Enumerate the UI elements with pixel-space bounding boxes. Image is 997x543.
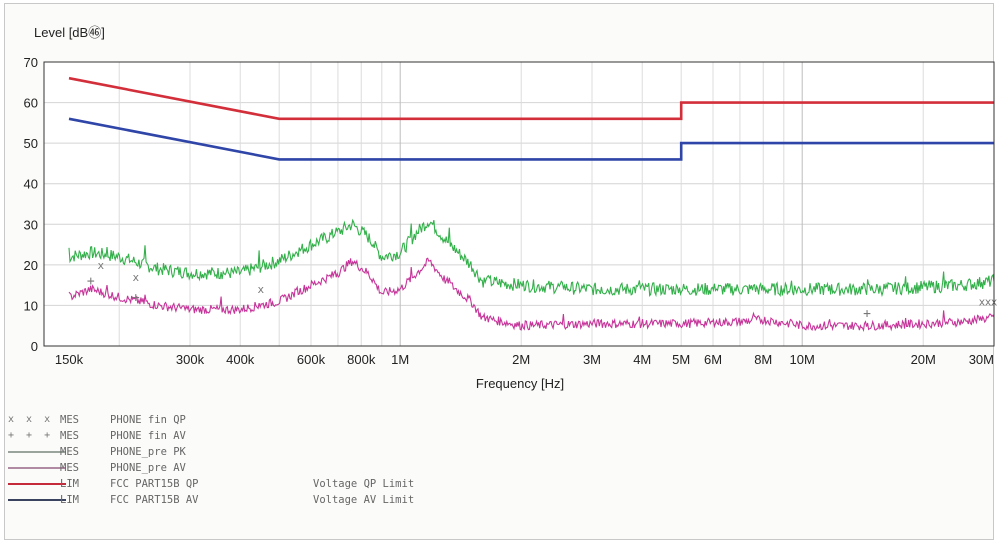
legend-marker: + + +	[8, 430, 54, 441]
legend-description: Voltage QP Limit	[313, 478, 415, 490]
legend-description: Voltage AV Limit	[313, 494, 415, 506]
y-tick-label: 60	[24, 96, 38, 111]
y-tick-label: 20	[24, 258, 38, 273]
legend-entry: x x x MES PHONE fin QP	[8, 412, 968, 428]
legend-name: PHONE_pre PK	[110, 446, 186, 458]
av-marker: +	[863, 307, 871, 322]
series-phone-pre-av	[68, 257, 995, 332]
x-tick-label: 5M	[672, 352, 690, 367]
limit-line-fcc-part15b-av	[68, 117, 994, 161]
y-tick-labels: 0 10 20 30 40 50 60 70	[24, 55, 38, 354]
y-tick-label: 0	[31, 339, 38, 354]
x-tick-label: 1M	[391, 352, 409, 367]
y-tick-label: 30	[24, 217, 38, 232]
qp-marker: x	[133, 271, 140, 284]
x-tick-label: 150k	[55, 352, 84, 367]
legend-swatch	[8, 467, 66, 469]
legend-kind: MES	[60, 462, 79, 474]
legend-swatch	[8, 451, 66, 453]
legend-name: FCC PART15B AV	[110, 494, 199, 506]
x-axis-label: Frequency [Hz]	[476, 376, 564, 391]
legend-entry: + + + MES PHONE fin AV	[8, 428, 968, 444]
y-tick-label: 70	[24, 55, 38, 70]
limit-line-fcc-part15b-qp	[68, 76, 994, 121]
legend-kind: MES	[60, 430, 79, 442]
x-tick-label: 3M	[583, 352, 601, 367]
legend-swatch	[8, 483, 66, 485]
qp-marker: x	[979, 295, 986, 308]
x-tick-label: 400k	[226, 352, 255, 367]
legend-name: PHONE fin AV	[110, 430, 186, 442]
av-marker: +	[87, 274, 95, 289]
legend-entry: LIM FCC PART15B AV Voltage AV Limit	[8, 492, 968, 508]
legend-kind: LIM	[60, 478, 79, 490]
x-tick-label: 6M	[704, 352, 722, 367]
plot-area	[44, 62, 994, 346]
legend: x x x MES PHONE fin QP + + + MES PHONE fin AV…	[8, 412, 968, 508]
legend-name: PHONE fin QP	[110, 414, 186, 426]
x-tick-label: 800k	[347, 352, 376, 367]
av-marker: +	[132, 290, 140, 305]
series-layer	[68, 76, 995, 332]
x-tick-labels: 150k 300k 400k 600k 800k 1M 2M 3M 4M 5M 6M 8M 10M 20M…	[55, 352, 994, 367]
x-tick-label: 4M	[633, 352, 651, 367]
legend-entry: MES PHONE_pre PK	[8, 444, 968, 460]
x-tick-label: 2M	[512, 352, 530, 367]
y-tick-label: 50	[24, 136, 38, 151]
legend-kind: MES	[60, 446, 79, 458]
x-tick-label: 10M	[790, 352, 815, 367]
legend-kind: LIM	[60, 494, 79, 506]
x-tick-label: 20M	[911, 352, 936, 367]
legend-name: FCC PART15B QP	[110, 478, 199, 490]
legend-swatch	[8, 499, 66, 501]
x-tick-label: 300k	[176, 352, 205, 367]
qp-marker: x	[985, 295, 992, 308]
series-phone-pre-pk	[68, 218, 995, 298]
qp-marker: x	[257, 283, 264, 296]
legend-kind: MES	[60, 414, 79, 426]
legend-name: PHONE_pre AV	[110, 462, 186, 474]
plot-border	[43, 61, 995, 347]
x-tick-label: 8M	[754, 352, 772, 367]
legend-marker: x x x	[8, 414, 54, 425]
x-tick-label: 30M	[969, 352, 994, 367]
x-tick-label: 600k	[297, 352, 326, 367]
legend-entry: MES PHONE_pre AV	[8, 460, 968, 476]
y-tick-label: 40	[24, 177, 38, 192]
y-tick-label: 10	[24, 298, 38, 313]
y-axis-label: Level [dB㊻]	[34, 25, 105, 40]
qp-marker: x	[98, 259, 105, 272]
legend-entry: LIM FCC PART15B QP Voltage QP Limit	[8, 476, 968, 492]
